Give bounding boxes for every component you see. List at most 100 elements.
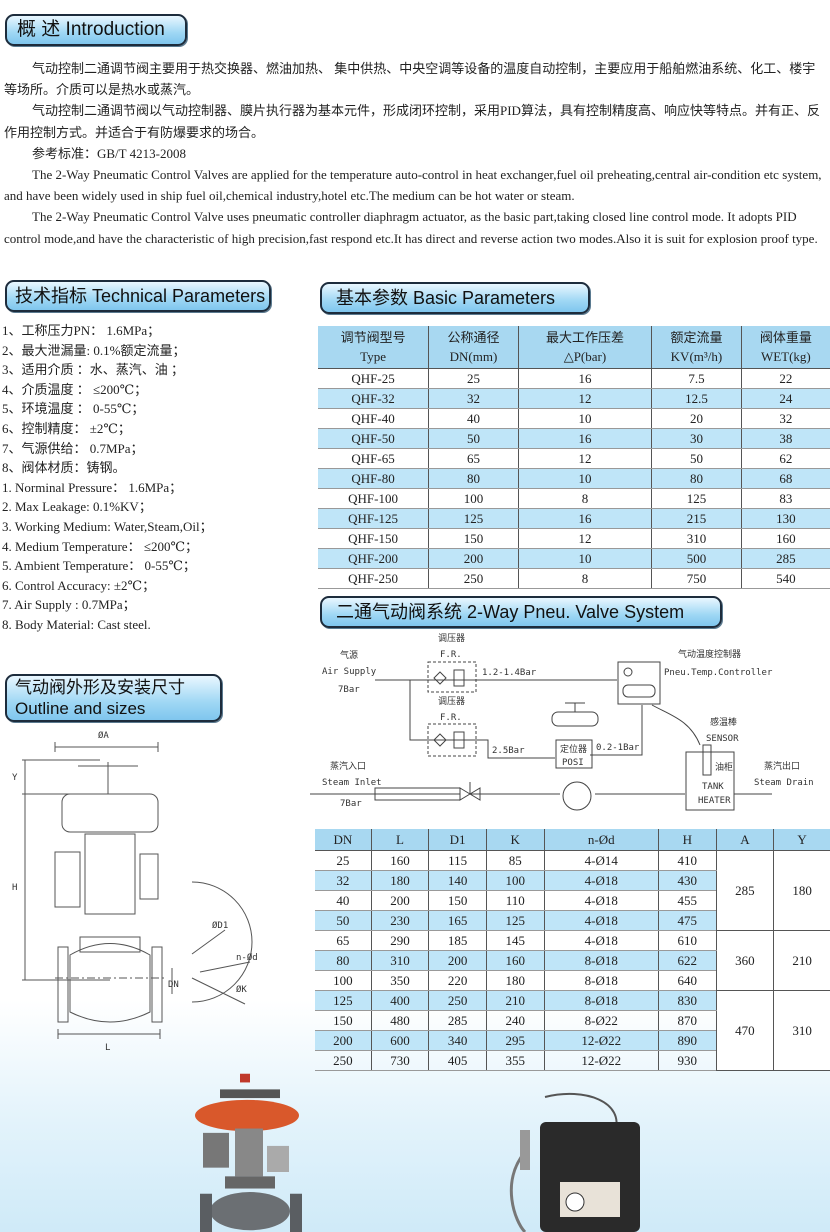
table-header-row: 调节阀型号 Type 公称通径 DN(mm) 最大工作压差 △P(bar) 额定流量 KV(m… <box>318 326 830 369</box>
table-cell: QHF-200 <box>318 548 429 569</box>
steam-drain-label: Steam Drain <box>754 778 814 788</box>
sensor-label-cn: 感温棒 <box>710 716 737 728</box>
table-row: QHF-150 150 12 310 160 <box>318 528 830 549</box>
table-cell: 200 <box>315 1030 372 1051</box>
table-cell: 100 <box>428 488 519 509</box>
table-cell: 8 <box>517 568 652 589</box>
tech-params-heading-text: 技术指标 Technical Parameters <box>15 286 266 306</box>
basic-params-table: 调节阀型号 Type 公称通径 DN(mm) 最大工作压差 △P(bar) 额定流量 KV(m… <box>318 326 830 589</box>
tech-param-item: 5. Ambient Temperature： 0-55℃； <box>2 558 196 574</box>
intro-standard: 参考标准：GB/T 4213-2008 <box>32 145 186 161</box>
table-row: QHF-80 80 10 80 68 <box>318 468 830 489</box>
table-row: QHF-200 200 10 500 285 <box>318 548 830 569</box>
table-cell: 410 <box>657 850 717 871</box>
intro-paragraph: The 2-Way Pneumatic Control Valves are a… <box>4 167 822 204</box>
controller-label-cn: 气动温度控制器 <box>678 648 741 660</box>
table-cell: 310 <box>370 950 429 971</box>
intro-paragraph: 气动控制二通调节阀以气动控制器、膜片执行器为基本元件，形成闭环控制，采用PID算… <box>4 103 820 140</box>
tech-params-heading: 技术指标 Technical Parameters <box>5 280 271 312</box>
valve-system-diagram: 气源 Air Supply 7Bar 调压器 F.R. 调压器 F.R. 1.2… <box>310 633 814 811</box>
merged-cell-y: 310 <box>773 990 830 1071</box>
positioner-label: POSI <box>562 758 584 768</box>
table-cell: 310 <box>651 528 742 549</box>
air-pressure-label: 7Bar <box>338 685 360 695</box>
table-cell: 8-Ø22 <box>543 1010 659 1031</box>
regulator-label: F.R. <box>440 650 462 660</box>
table-cell: 890 <box>657 1030 717 1051</box>
tech-param-item: 8. Body Material: Cast steel. <box>2 616 151 632</box>
table-cell: 125 <box>315 990 372 1011</box>
signal-pressure-label: 0.2-1Bar <box>596 743 640 753</box>
table-cell: 65 <box>315 930 372 951</box>
column-header: Y <box>773 829 830 851</box>
table-cell: 115 <box>428 850 487 871</box>
valve-photo <box>195 1073 302 1232</box>
tech-param-item: 7、气源供给： 0.7MPa； <box>2 440 144 456</box>
tech-param-item: 4、介质温度 ： ≤200℃； <box>2 381 148 397</box>
outline-heading: 气动阀外形及安装尺寸 Outline and sizes <box>5 674 222 722</box>
line1-pressure-label: 1.2-1.4Bar <box>482 668 537 678</box>
air-source-label-cn: 气源 <box>340 649 358 661</box>
column-header: 额定流量 KV(m³/h) <box>651 326 742 369</box>
table-cell: 40 <box>428 408 519 429</box>
dim-label-dn: DN <box>168 980 179 990</box>
table-cell: 285 <box>740 548 830 569</box>
intro-paragraph: 气动控制二通调节阀主要用于热交换器、燃油加热、 集中供热、中央空调等设备的温度自… <box>4 61 816 98</box>
table-cell: QHF-50 <box>318 428 429 449</box>
table-cell: 125 <box>651 488 742 509</box>
table-cell: 430 <box>657 870 717 891</box>
tech-param-item: 3、适用介质 ：水、蒸汽、油 ； <box>2 362 185 378</box>
column-header-line: DN(mm) <box>449 349 498 364</box>
table-cell: 16 <box>517 428 652 449</box>
table-cell: QHF-40 <box>318 408 429 429</box>
column-header-line: KV(m³/h) <box>670 349 723 364</box>
table-cell: 12.5 <box>651 388 742 409</box>
column-header-line: 调节阀型号 <box>340 330 406 345</box>
table-cell: 160 <box>740 528 830 549</box>
table-cell: 215 <box>651 508 742 529</box>
table-cell: 500 <box>651 548 742 569</box>
heater-label: HEATER <box>698 796 731 806</box>
table-cell: 22 <box>740 368 830 389</box>
controller-photo <box>509 1092 640 1232</box>
line2-pressure-label: 2.5Bar <box>492 746 525 756</box>
table-cell: 16 <box>517 368 652 389</box>
basic-params-heading: 基本参数 Basic Parameters <box>320 282 590 314</box>
tech-param-item: 2、最大泄漏量: 0.1%额定流量； <box>2 342 186 358</box>
table-row: 80 310 200 160 8-Ø18 622 <box>315 950 830 971</box>
table-cell: 20 <box>651 408 742 429</box>
table-cell: 400 <box>370 990 429 1011</box>
table-cell: 830 <box>657 990 717 1011</box>
table-row: 100 350 220 180 8-Ø18 640 <box>315 970 830 991</box>
table-row: 50 230 165 125 4-Ø18 475 <box>315 910 830 931</box>
column-header: 最大工作压差 △P(bar) <box>517 326 652 369</box>
table-cell: 4-Ø18 <box>543 890 659 911</box>
regulator-2-label-cn: 调压器 <box>438 696 465 707</box>
table-cell: QHF-80 <box>318 468 429 489</box>
table-cell: 12 <box>517 448 652 469</box>
table-cell: 600 <box>370 1030 429 1051</box>
dim-label-a: ØA <box>98 730 109 741</box>
table-cell: 125 <box>485 910 545 931</box>
tank-label: TANK <box>702 782 724 792</box>
table-cell: 8-Ø18 <box>543 990 659 1011</box>
table-cell: 150 <box>428 890 487 911</box>
table-cell: 285 <box>428 1010 487 1031</box>
tech-param-item: 2. Max Leakage: 0.1%KV； <box>2 499 152 515</box>
table-cell: 25 <box>315 850 372 871</box>
table-cell: 85 <box>485 850 545 871</box>
table-cell: 50 <box>651 448 742 469</box>
table-cell: 180 <box>370 870 429 891</box>
table-cell: 50 <box>315 910 372 931</box>
tech-param-item: 3. Working Medium: Water,Steam,Oil； <box>2 518 213 534</box>
table-row: 32 180 140 100 4-Ø18 430 <box>315 870 830 891</box>
table-cell: 160 <box>485 950 545 971</box>
table-cell: 405 <box>428 1050 487 1071</box>
table-cell: 200 <box>428 950 487 971</box>
tech-param-item: 5、环境温度 ： 0-55℃； <box>2 401 145 417</box>
table-cell: 30 <box>651 428 742 449</box>
table-cell: 80 <box>651 468 742 489</box>
merged-cell-y: 210 <box>773 930 830 991</box>
dim-label-h: H <box>12 883 17 893</box>
